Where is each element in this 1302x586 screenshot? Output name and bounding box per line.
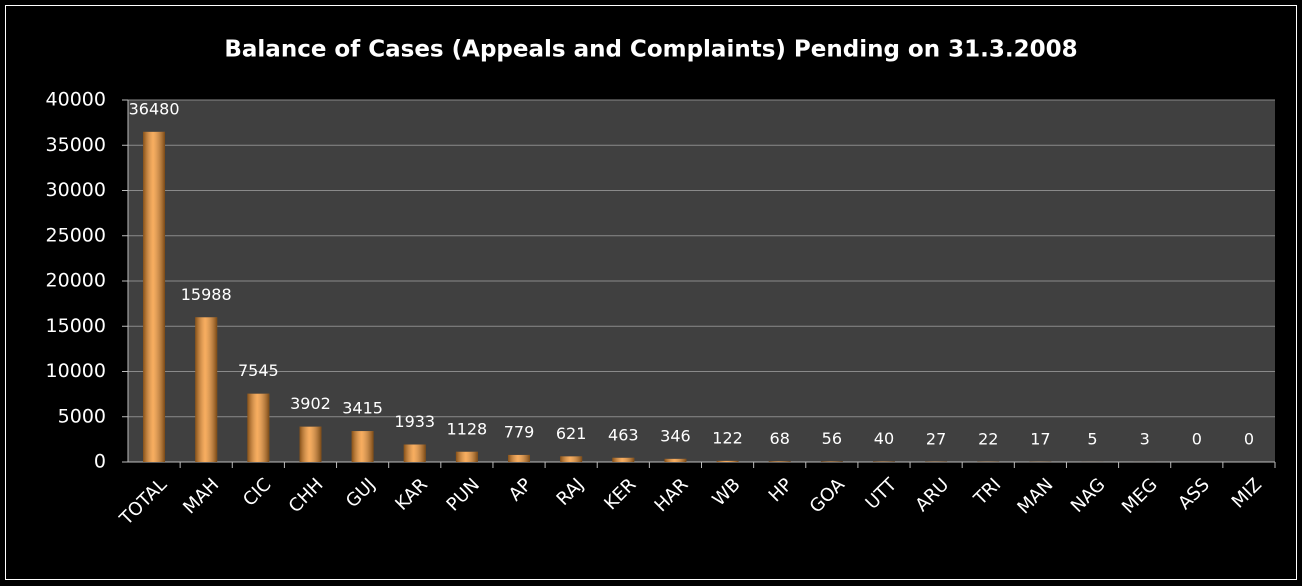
data-label: 3: [1140, 429, 1150, 448]
data-label: 5: [1087, 429, 1097, 448]
data-label: 1933: [394, 412, 435, 431]
bar: [716, 460, 739, 462]
bar: [560, 456, 583, 462]
data-label: 17: [1030, 429, 1050, 448]
data-label: 56: [822, 429, 842, 448]
y-tick-label: 35000: [46, 134, 106, 156]
bar: [508, 454, 530, 462]
y-tick-label: 15000: [46, 315, 106, 337]
data-label: 779: [504, 422, 535, 441]
bar: [247, 393, 270, 462]
data-label: 0: [1244, 430, 1254, 449]
data-label: 22: [978, 429, 998, 448]
data-label: 3415: [342, 399, 383, 418]
bar: [455, 451, 478, 462]
data-label: 36480: [129, 99, 180, 118]
data-label: 621: [556, 424, 587, 443]
data-label: 463: [608, 425, 639, 444]
data-label: 27: [926, 429, 946, 448]
data-label: 3902: [290, 394, 331, 413]
bar: [768, 461, 791, 462]
data-label: 15988: [181, 285, 232, 304]
bar: [143, 131, 166, 462]
y-tick-label: 0: [94, 451, 106, 473]
bar: [664, 458, 687, 462]
chart-title: Balance of Cases (Appeals and Complaints…: [224, 37, 1077, 63]
y-tick-label: 30000: [46, 179, 106, 201]
data-label: 40: [874, 429, 894, 448]
data-label: 68: [770, 429, 790, 448]
data-label: 7545: [238, 361, 279, 380]
y-tick-label: 5000: [58, 405, 106, 427]
y-tick-label: 10000: [46, 360, 106, 382]
data-label: 346: [660, 426, 691, 445]
data-label: 122: [712, 428, 743, 447]
bar: [612, 457, 635, 462]
data-label: 0: [1192, 430, 1202, 449]
y-tick-label: 20000: [46, 270, 106, 292]
y-tick-label: 25000: [46, 224, 106, 246]
data-label: 1128: [447, 419, 488, 438]
bar: [195, 317, 218, 462]
bar: [403, 444, 426, 462]
bar: [299, 426, 322, 462]
y-tick-label: 40000: [46, 89, 106, 111]
bar: [820, 461, 843, 462]
bar: [351, 431, 374, 462]
frame: [5, 5, 1297, 580]
